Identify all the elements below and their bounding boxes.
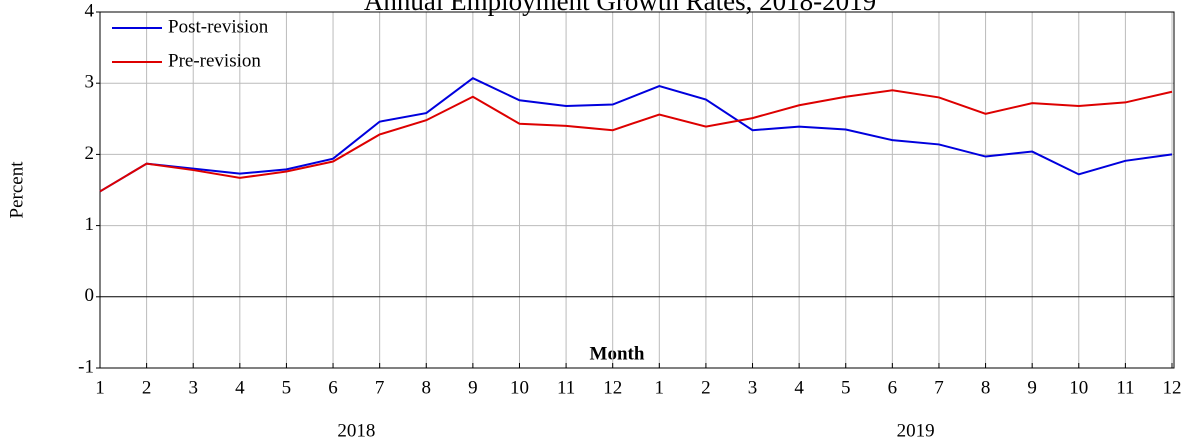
x-tick-label: 7 (934, 377, 944, 398)
x-tick-label: 8 (422, 377, 432, 398)
x-tick-label: 2 (701, 377, 711, 398)
x-tick-label: 6 (888, 377, 898, 398)
x-tick-label: 9 (468, 377, 478, 398)
y-tick-label: 1 (85, 214, 95, 235)
legend-label: Post-revision (168, 16, 269, 37)
x-tick-label: 1 (655, 377, 665, 398)
legend-label: Pre-revision (168, 50, 261, 71)
y-tick-label: 4 (85, 0, 95, 21)
x-tick-label: 3 (188, 377, 198, 398)
y-tick-label: 2 (85, 143, 95, 164)
x-tick-label: 5 (282, 377, 292, 398)
x-tick-label: 5 (841, 377, 851, 398)
series-line (99, 89, 1173, 193)
y-axis-label: Percent (6, 161, 27, 219)
x-tick-label: 7 (375, 377, 385, 398)
x-tick-label: 12 (603, 377, 622, 398)
x-tick-label: 4 (235, 377, 245, 398)
x-tick-label: 12 (1163, 377, 1182, 398)
year-label: 2019 (897, 420, 935, 441)
x-tick-label: 8 (981, 377, 991, 398)
x-tick-label: 1 (95, 377, 105, 398)
series-line (99, 77, 1173, 193)
year-label: 2018 (337, 420, 375, 441)
y-tick-label: -1 (78, 356, 94, 377)
x-tick-label: 10 (1069, 377, 1088, 398)
x-tick-label: 11 (1116, 377, 1134, 398)
x-tick-label: 3 (748, 377, 758, 398)
y-tick-label: 0 (85, 285, 95, 306)
x-tick-label: 2 (142, 377, 152, 398)
x-tick-label: 9 (1027, 377, 1037, 398)
x-tick-label: 10 (510, 377, 529, 398)
plot-frame (99, 11, 1175, 369)
x-tick-label: 11 (557, 377, 575, 398)
x-tick-label: 4 (794, 377, 804, 398)
x-axis-label: Month (590, 343, 645, 364)
y-tick-label: 3 (85, 72, 95, 93)
x-tick-label: 6 (328, 377, 338, 398)
